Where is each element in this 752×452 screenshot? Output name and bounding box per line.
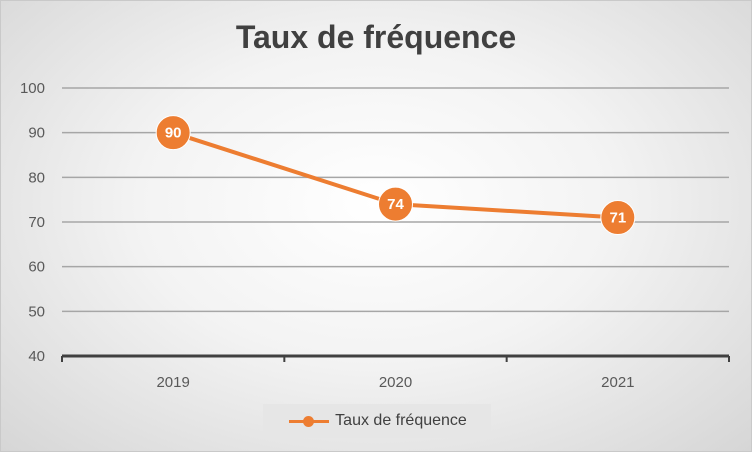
legend-label: Taux de fréquence xyxy=(335,412,467,429)
y-tick-label: 100 xyxy=(20,80,45,97)
x-tick-label: 2020 xyxy=(379,374,412,391)
y-tick-label: 40 xyxy=(28,348,45,365)
y-tick-label: 90 xyxy=(28,125,45,142)
y-tick-label: 60 xyxy=(28,259,45,276)
x-tick-label: 2019 xyxy=(156,374,189,391)
data-point xyxy=(600,200,636,236)
legend: Taux de fréquence xyxy=(263,404,491,438)
data-label: 90 xyxy=(165,125,182,142)
data-label: 71 xyxy=(609,210,626,227)
y-tick-label: 80 xyxy=(28,169,45,186)
x-tick-label: 2021 xyxy=(601,374,634,391)
data-label: 74 xyxy=(387,196,404,213)
data-point xyxy=(378,186,413,222)
chart-title: Taux de fréquence xyxy=(235,19,517,55)
y-tick-label: 70 xyxy=(28,214,45,231)
y-tick-label: 50 xyxy=(28,303,45,320)
data-point xyxy=(155,115,191,151)
legend-line-marker-icon xyxy=(287,414,331,428)
